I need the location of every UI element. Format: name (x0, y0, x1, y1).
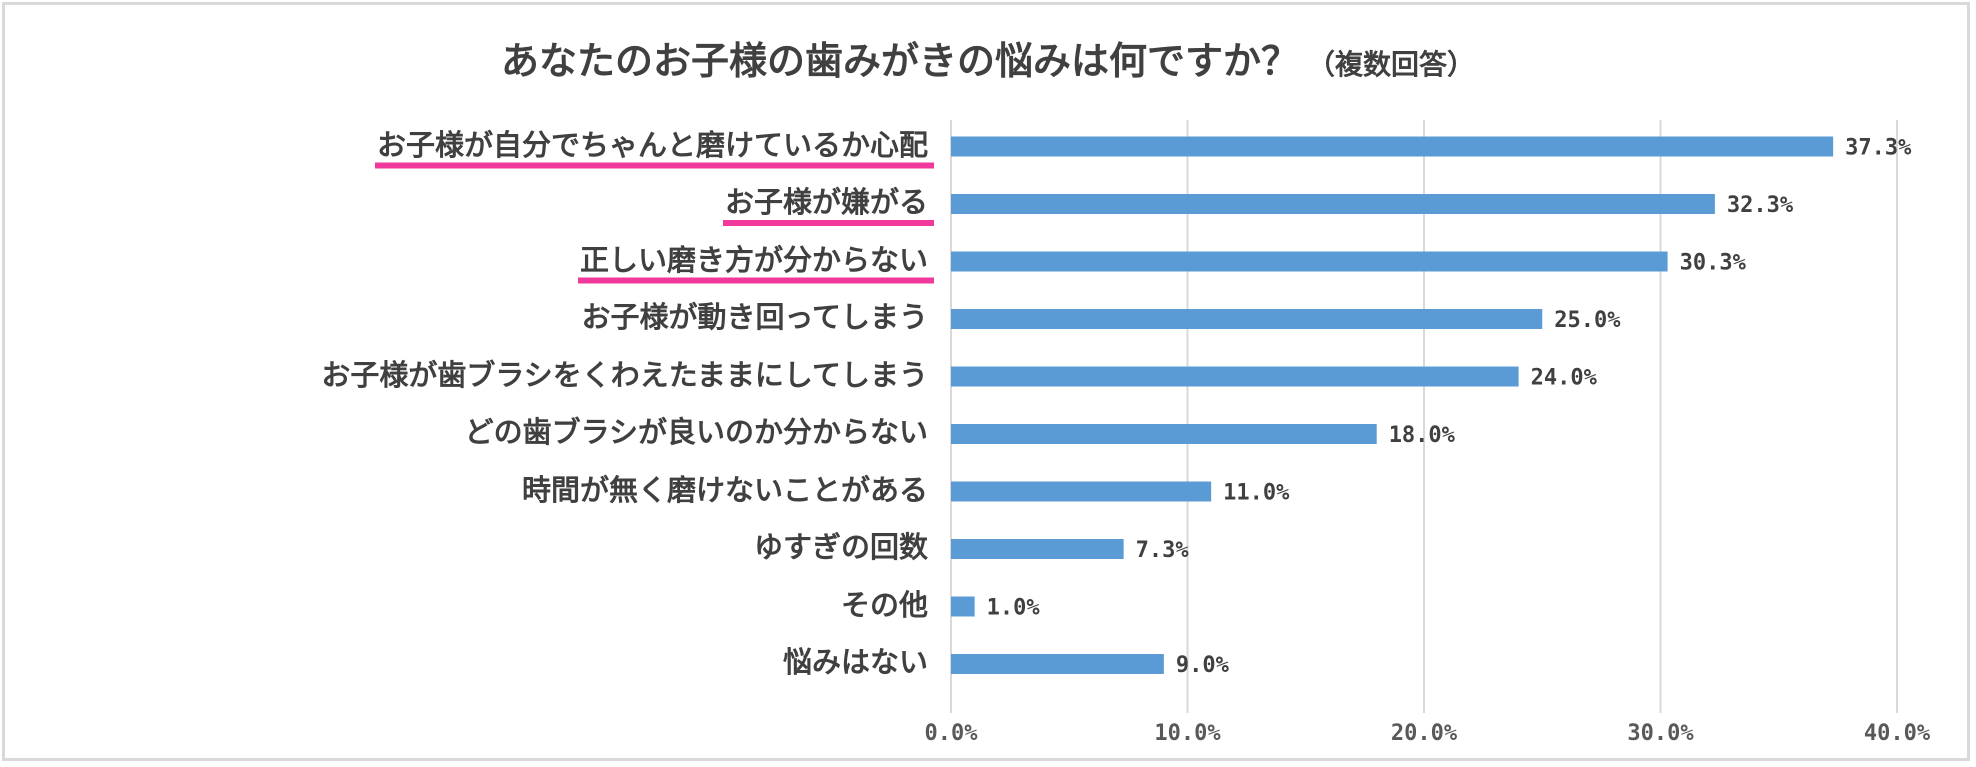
highlight-underline (577, 277, 934, 284)
category-label: お子様が歯ブラシをくわえたままにしてしまう (321, 357, 928, 392)
category-label: お子様が嫌がる (724, 185, 928, 219)
highlight-underline (374, 162, 934, 169)
category-label: どの歯ブラシが良いのか分からない (464, 415, 928, 449)
title-main: あなたのお子様の歯みがきの悩みは何ですか？ (500, 39, 1299, 83)
data-label: 9.0% (1176, 653, 1230, 678)
data-label: 18.0% (1389, 423, 1456, 448)
bar (951, 539, 1124, 559)
x-tick-label: 10.0% (1154, 721, 1221, 746)
data-label: 30.3% (1680, 251, 1747, 276)
bar (951, 366, 1519, 387)
category-label: お子様が自分でちゃんと磨けているか心配 (376, 127, 928, 162)
category-label: ゆすぎの回数 (753, 530, 928, 564)
bar (951, 654, 1164, 674)
x-tick-label: 40.0% (1864, 721, 1931, 746)
title-subtitle: （複数回答） (1307, 48, 1476, 81)
bar (951, 424, 1377, 444)
bar (951, 136, 1834, 157)
category-label: 時間が無く磨けないことがある (521, 472, 928, 507)
category-label: 正しい磨き方が分からない (579, 242, 928, 277)
data-label: 25.0% (1554, 308, 1621, 333)
x-tick-label: 20.0% (1391, 721, 1458, 746)
bar (951, 194, 1715, 214)
data-label: 32.3% (1727, 193, 1794, 218)
data-label: 1.0% (987, 596, 1041, 621)
data-label: 37.3% (1845, 136, 1912, 161)
bar (951, 251, 1668, 272)
category-label: 悩みはない (782, 645, 928, 679)
highlight-underline (722, 220, 934, 226)
x-tick-label: 30.0% (1627, 721, 1694, 746)
category-label: お子様が動き回ってしまう (581, 300, 928, 334)
data-label: 24.0% (1531, 366, 1598, 391)
bar (951, 309, 1543, 329)
bar (951, 596, 975, 617)
category-label: その他 (840, 587, 928, 622)
bar (951, 481, 1212, 502)
data-label: 11.0% (1223, 481, 1290, 506)
chart-title: あなたのお子様の歯みがきの悩みは何ですか？ （複数回答） (0, 30, 1976, 85)
x-tick-label: 0.0% (925, 721, 979, 746)
data-label: 7.3% (1136, 538, 1190, 563)
